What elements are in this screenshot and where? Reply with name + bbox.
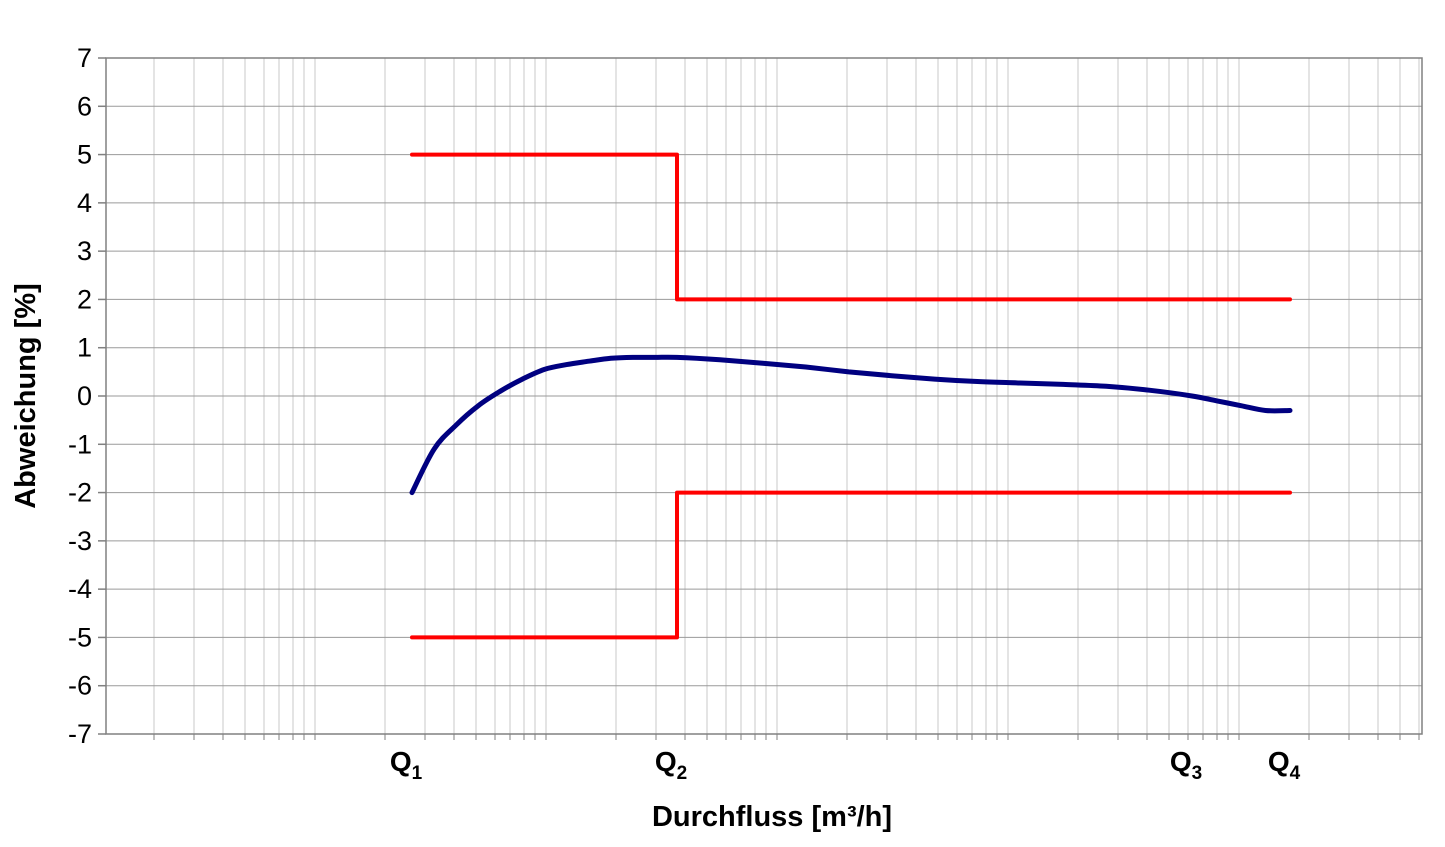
y-tick-label: -6	[68, 671, 92, 701]
x-marker-base: Q	[655, 746, 677, 777]
x-marker-label: Q3	[1170, 746, 1202, 784]
x-marker-labels: Q1 Q2 Q3 Q4	[390, 746, 1301, 784]
y-tick-label: 1	[77, 333, 92, 363]
x-marker-sub: 4	[1290, 763, 1301, 784]
grid	[98, 57, 1422, 740]
deviation-curve	[409, 354, 1293, 496]
x-marker-sub: 1	[412, 763, 423, 784]
y-tick-label: 5	[77, 140, 92, 170]
tolerance-limit-line	[410, 152, 1292, 302]
y-tick-label: -7	[68, 719, 92, 749]
y-tick-label: 0	[77, 381, 92, 411]
y-tick-label: -5	[68, 622, 92, 652]
x-axis-title: Durchfluss [m³/h]	[652, 801, 892, 833]
y-tick-label: 7	[77, 43, 92, 73]
y-axis-title: Abweichung [%]	[10, 283, 42, 509]
tolerance-limit-line	[410, 490, 1292, 640]
y-tick-label: -4	[68, 574, 92, 604]
x-marker-label: Q4	[1268, 746, 1301, 784]
y-tick-label: 4	[77, 188, 92, 218]
y-tick-label: 6	[77, 91, 92, 121]
y-tick-label: -2	[68, 478, 92, 508]
x-marker-sub: 2	[677, 763, 688, 784]
x-marker-base: Q	[1268, 746, 1290, 777]
y-tick-labels: 7 6 5 4 3 2 1 0 -1 -2 -3 -4 -5 -6 -7	[68, 43, 92, 749]
x-marker-base: Q	[390, 746, 412, 777]
plot-frame	[105, 57, 1423, 735]
x-marker-sub: 3	[1192, 763, 1203, 784]
y-tick-label: -3	[68, 526, 92, 556]
series-layer	[409, 152, 1293, 640]
y-tick-label: 2	[77, 284, 92, 314]
x-marker-label: Q2	[655, 746, 687, 784]
x-marker-base: Q	[1170, 746, 1192, 777]
x-marker-label: Q1	[390, 746, 423, 784]
y-tick-label: 3	[77, 236, 92, 266]
y-tick-label: -1	[68, 429, 92, 459]
